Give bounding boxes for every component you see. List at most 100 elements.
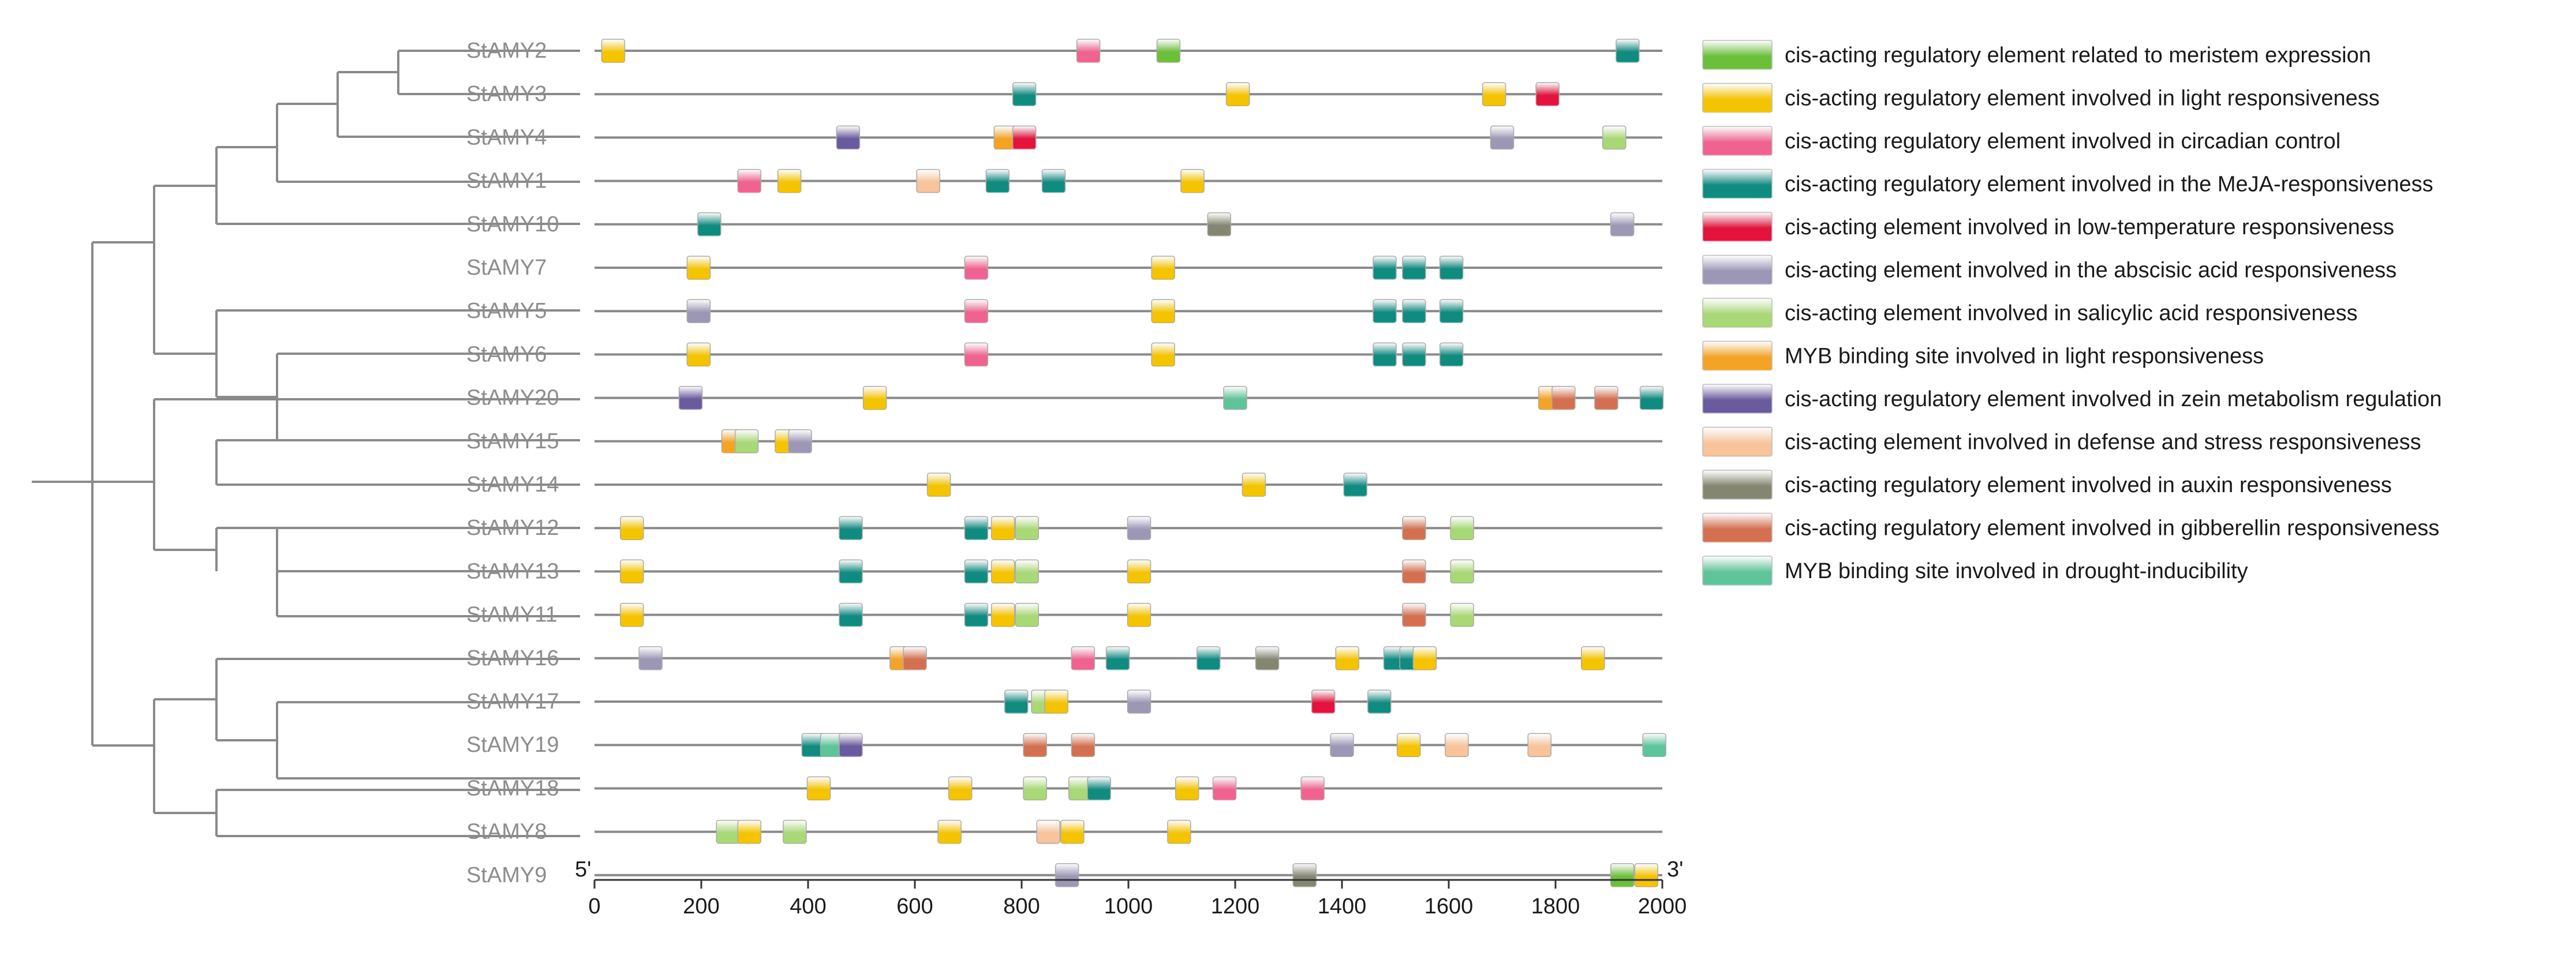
legend-label: cis-acting regulatory element involved i… [1785,129,2341,153]
element-box-meja [1616,39,1640,63]
element-box-zein [839,733,863,757]
element-box-light [620,559,644,584]
legend-item-lowtemp: cis-acting element involved in low-tempe… [1702,212,2394,242]
element-box-meja [964,559,989,584]
element-box-lowtemp [1535,82,1560,106]
axis-tick-label: 1400 [1318,894,1367,919]
element-box-light [990,516,1015,540]
element-box-salicylic [734,429,759,454]
element-box-auxin [1255,646,1280,670]
legend-item-light: cis-acting regulatory element involved i… [1702,83,2380,113]
gene-row-stamy17: StAMY17 [466,690,1662,714]
element-box-light [1127,602,1151,627]
element-box-light [601,39,626,63]
element-box-gibberellin [1594,385,1618,410]
element-box-salicylic [716,819,740,844]
legend-label: cis-acting element involved in salicylic… [1785,301,2358,325]
element-box-light [1180,168,1205,193]
legend-swatch [1702,212,1773,242]
element-box-salicylic [1015,602,1039,627]
legend-label: cis-acting element involved in defense a… [1785,430,2421,455]
element-box-meja [839,559,863,584]
element-box-aba [1330,733,1354,757]
element-box-light [777,168,802,193]
gene-label: StAMY18 [466,776,559,800]
axis-tick-label: 800 [1003,894,1040,919]
axis-tick-label: 200 [683,894,719,919]
gene-row-stamy11: StAMY11 [466,603,1662,627]
element-box-light [1242,473,1266,497]
axis-tick-label: 1600 [1425,894,1474,919]
gene-row-stamy14: StAMY14 [466,473,1662,497]
gene-row-stamy13: StAMY13 [466,559,1662,583]
element-box-aba [1127,690,1151,714]
element-box-meja [1367,690,1392,714]
gene-label: StAMY1 [466,169,547,193]
legend-swatch [1702,40,1773,70]
gene-label: StAMY8 [466,820,547,844]
element-box-meja [1197,646,1221,670]
element-box-light [1127,559,1151,584]
element-box-light [1167,819,1191,844]
element-box-circadian [1300,776,1325,801]
element-box-meja [1373,342,1397,367]
legend-label: cis-acting regulatory element related to… [1785,43,2371,68]
element-box-gibberellin [1551,385,1576,410]
gene-label: StAMY12 [466,516,559,540]
gene-row-stamy2: StAMY2 [466,39,1662,63]
legend-item-myb_light: MYB binding site involved in light respo… [1702,340,2264,371]
element-box-aba [788,429,812,454]
element-box-meja [697,212,721,237]
axis-tick-label: 0 [588,894,600,919]
element-box-meja [1105,646,1130,670]
element-box-light [1335,646,1359,670]
element-box-circadian [964,256,989,280]
gene-label: StAMY17 [466,690,559,714]
legend-item-myb_drought: MYB binding site involved in drought-ind… [1702,556,2248,586]
legend-item-salicylic: cis-acting element involved in salicylic… [1702,298,2358,328]
element-box-circadian [1076,39,1101,63]
element-box-salicylic [1015,516,1039,540]
element-box-light [620,602,644,627]
legend-swatch [1702,426,1773,457]
element-box-gibberellin [1023,733,1047,757]
element-box-meja [1004,690,1029,714]
legend-item-defense: cis-acting element involved in defense a… [1702,426,2421,457]
element-box-meja [964,516,989,540]
element-box-defense [1445,733,1469,757]
legend-swatch [1702,168,1773,199]
legend-label: MYB binding site involved in light respo… [1785,344,2264,369]
element-box-light [1482,82,1506,106]
gene-label: StAMY14 [466,473,559,497]
element-box-meja [964,602,989,627]
element-box-meja [1639,385,1664,410]
element-box-auxin [1292,863,1317,887]
x-axis: 0 200 400 600 800 1000 1200 1400 1600 1800 2000 5' 3… [575,857,1687,919]
element-box-myb_drought [1223,385,1247,410]
legend-label: cis-acting regulatory element involved i… [1785,87,2380,111]
element-box-meja [1439,299,1464,323]
element-box-light [806,776,831,801]
gene-label: StAMY5 [466,299,547,323]
element-box-light [990,602,1015,627]
legend-swatch [1702,340,1773,371]
legend-label: cis-acting element involved in the absci… [1785,258,2396,283]
element-box-zein [678,385,703,410]
element-box-meja [1012,82,1037,106]
element-box-meristem [1610,863,1635,887]
legend-item-meristem: cis-acting regulatory element related to… [1702,40,2371,70]
gene-row-stamy16: StAMY16 [466,646,1662,670]
element-box-meristem [1156,39,1181,63]
element-box-meja [1373,299,1397,323]
element-box-meja [1439,256,1464,280]
gene-row-stamy10: StAMY10 [466,212,1662,237]
element-box-gibberellin [1402,559,1426,584]
gene-label: StAMY10 [466,212,559,237]
element-box-circadian [1071,646,1096,670]
element-box-lowtemp [1012,125,1037,150]
gene-label: StAMY11 [466,603,558,627]
axis-tick-label: 2000 [1638,894,1687,919]
element-box-defense [1036,819,1060,844]
element-box-aba [1610,212,1635,237]
